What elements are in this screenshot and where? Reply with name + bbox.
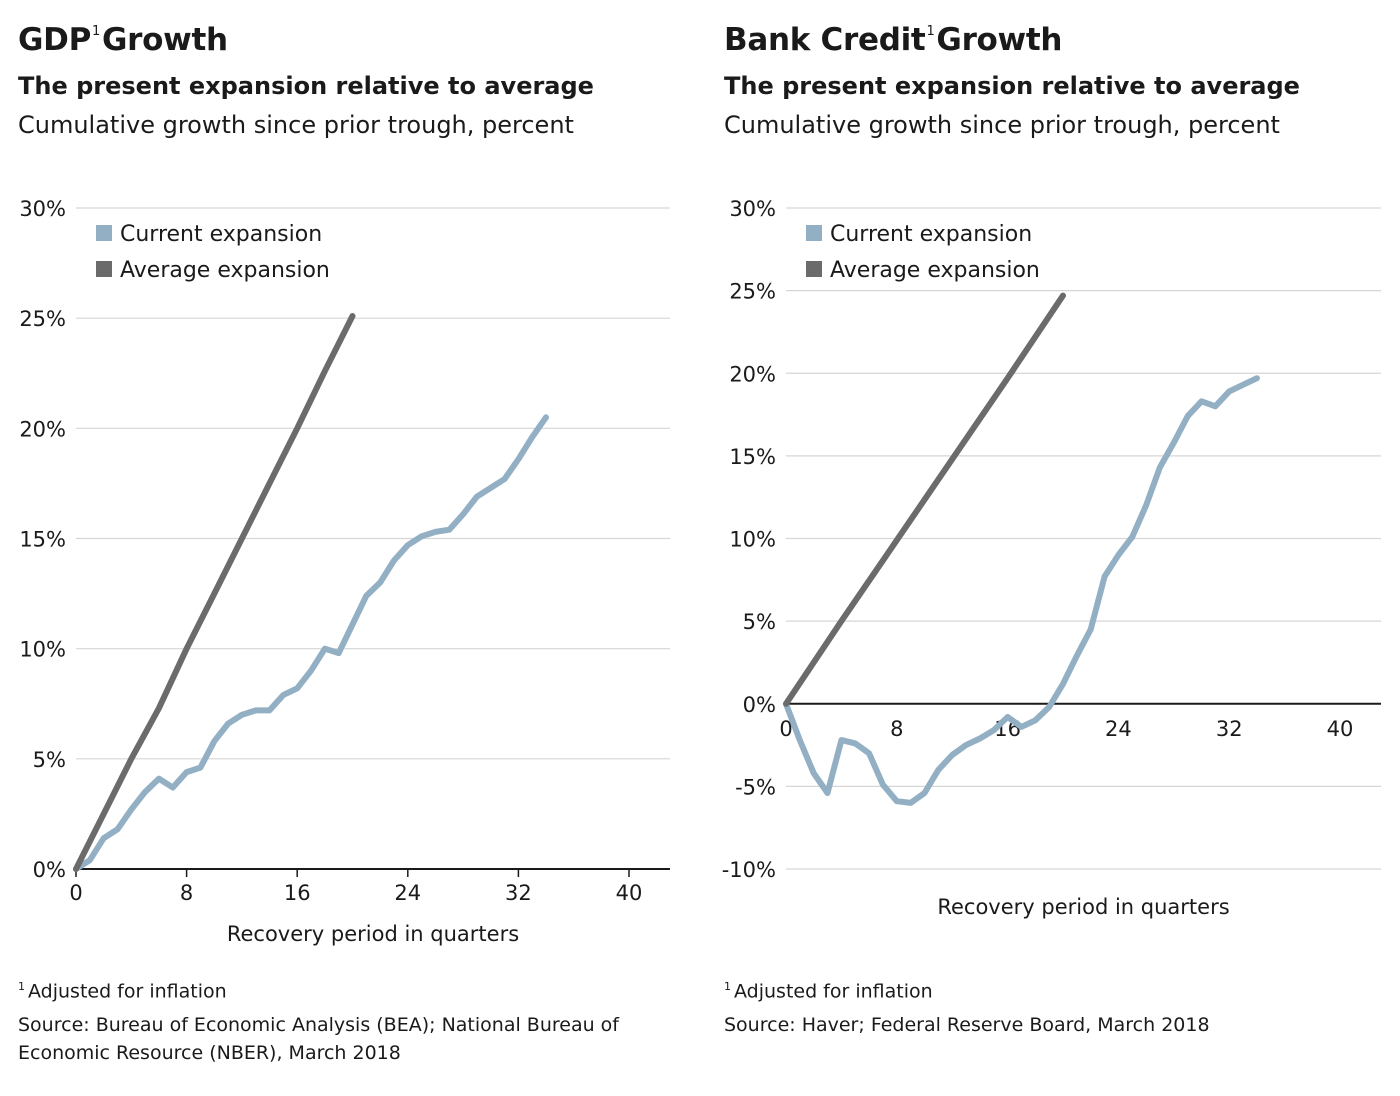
- legend-swatch: [96, 225, 112, 241]
- chart-title: GDP1Growth: [18, 22, 228, 58]
- current-expansion-line: [783, 375, 1260, 806]
- y-tick-label: 20%: [19, 417, 66, 441]
- x-tick-label: 32: [505, 881, 532, 905]
- y-tick-label: 25%: [19, 307, 66, 331]
- average-expansion-line: [73, 313, 356, 872]
- x-tick-label: 32: [1216, 717, 1243, 741]
- x-tick-label: 40: [616, 881, 643, 905]
- x-axis-label: Recovery period in quarters: [937, 895, 1229, 919]
- x-tick-label: 24: [394, 881, 421, 905]
- source-note: Source: Haver; Federal Reserve Board, Ma…: [724, 1014, 1210, 1036]
- legend-swatch: [806, 225, 822, 241]
- y-tick-label: 30%: [19, 197, 66, 221]
- bank-credit-growth-chart: -10%-5%0%5%10%15%20%25%30%0 8 16 24 32 40Reco…: [722, 197, 1381, 919]
- y-tick-label: -10%: [722, 858, 776, 882]
- x-tick-label: 40: [1327, 717, 1354, 741]
- footnote: 1 Adjusted for inflation: [18, 980, 227, 1003]
- x-tick-label: 0: [69, 881, 82, 905]
- x-axis-label: Recovery period in quarters: [227, 922, 519, 946]
- y-tick-label: 0%: [33, 858, 66, 882]
- gdp-growth-chart: 0% 5% 10% 15% 20% 25% 30% 0 8 16 24 32 40 Recovery pe…: [19, 197, 670, 946]
- chart-subnote: Cumulative growth since prior trough, pe…: [724, 111, 1280, 139]
- legend-swatch: [96, 261, 112, 277]
- y-tick-label: 20%: [729, 362, 776, 386]
- footnote: 1 Adjusted for inflation: [724, 980, 933, 1003]
- y-tick-label: 5%: [33, 748, 66, 772]
- chart-subtitle: The present expansion relative to averag…: [18, 72, 594, 100]
- legend-label: Average expansion: [120, 258, 330, 283]
- x-tick-label: 0: [779, 717, 792, 741]
- chart-title: Bank Credit1Growth: [724, 22, 1063, 58]
- legend-label: Current expansion: [120, 222, 322, 247]
- y-tick-label: 5%: [743, 610, 776, 634]
- legend-swatch: [806, 261, 822, 277]
- chart-subnote: Cumulative growth since prior trough, pe…: [18, 111, 574, 139]
- x-tick-label: 24: [1105, 717, 1132, 741]
- chart-subtitle: The present expansion relative to averag…: [724, 72, 1300, 100]
- y-tick-label: -5%: [735, 775, 776, 799]
- legend-label: Current expansion: [830, 222, 1032, 247]
- x-tick-label: 16: [284, 881, 311, 905]
- gdp-growth-panel: GDP1Growth The present expansion relativ…: [18, 22, 670, 1064]
- y-tick-label: 10%: [19, 638, 66, 662]
- x-tick-label: 8: [180, 881, 193, 905]
- x-tick-label: 8: [890, 717, 903, 741]
- average-expansion-line: [783, 292, 1066, 707]
- source-note: Source: Bureau of Economic Analysis (BEA…: [18, 1014, 619, 1064]
- y-tick-label: 15%: [729, 445, 776, 469]
- y-tick-label: 15%: [19, 528, 66, 552]
- y-tick-label: 30%: [729, 197, 776, 221]
- current-expansion-line: [73, 414, 549, 872]
- y-tick-label: 25%: [729, 280, 776, 304]
- bank-credit-growth-panel: Bank Credit1Growth The present expansion…: [706, 0, 1400, 1096]
- legend-label: Average expansion: [830, 258, 1040, 283]
- y-tick-label: 0%: [743, 693, 776, 717]
- y-tick-label: 10%: [729, 528, 776, 552]
